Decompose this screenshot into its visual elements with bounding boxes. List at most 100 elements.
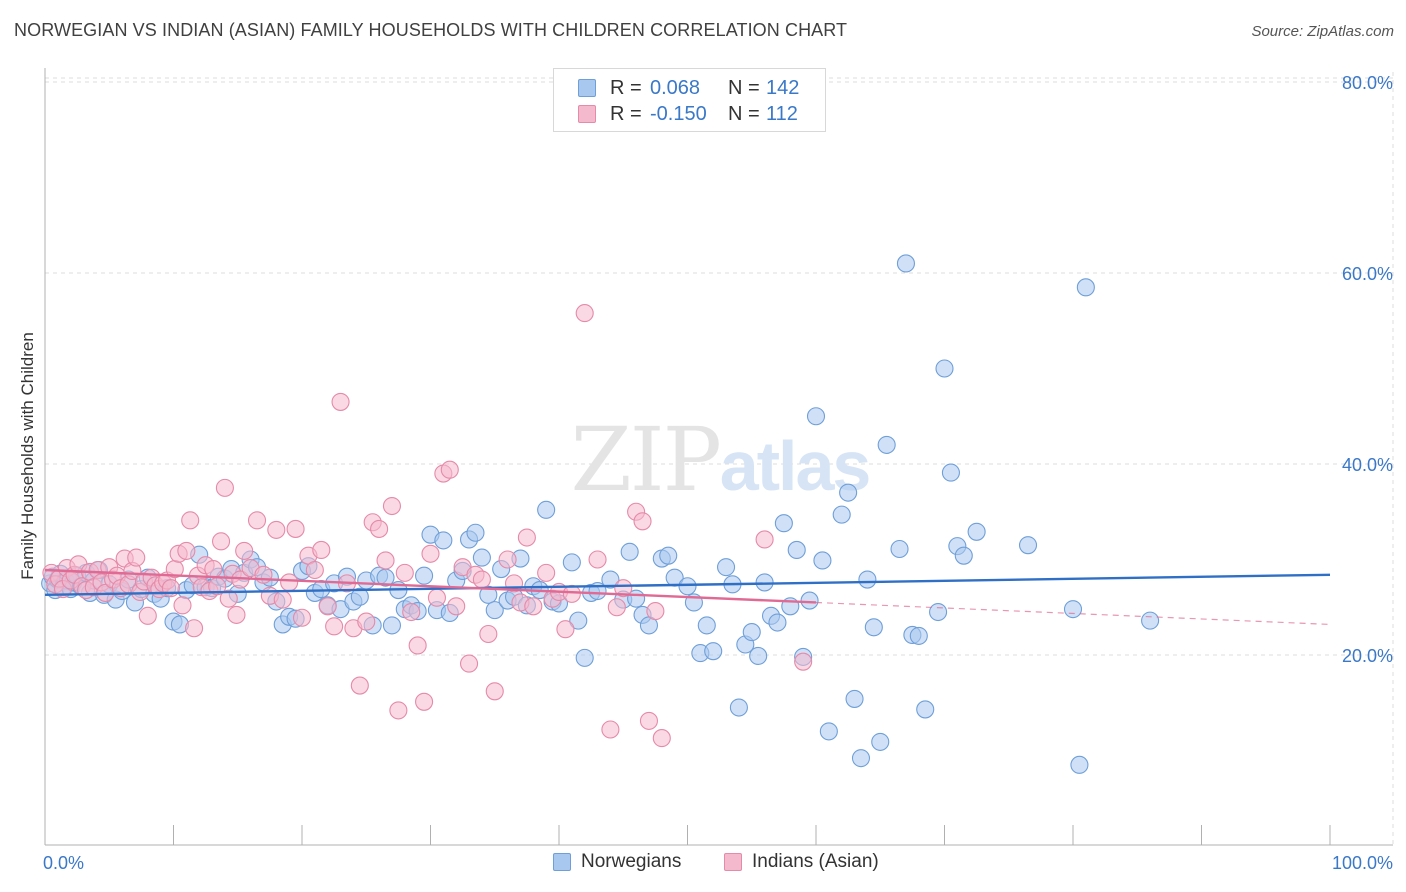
indian-point [247,511,267,530]
norwegian-point [716,558,736,577]
indian-point [459,654,479,673]
norwegian-point [485,601,504,620]
norwegian-point [678,577,697,596]
r-value: 0.068 [650,76,701,99]
norwegian-point [916,700,935,719]
n-label: N = [728,102,760,125]
indian-point [382,496,402,516]
norwegian-point [787,540,806,560]
indian-point [755,530,774,549]
r-label: R = [610,102,642,125]
indian-point [273,590,292,609]
legend-item-norwegians: Norwegians [553,851,681,873]
norwegian-point [774,514,793,533]
indian-point [421,544,440,563]
indian-point [305,560,324,580]
indian-point [562,584,581,603]
norwegian-point [858,570,877,589]
indian-point [440,460,459,479]
indian-point [485,682,504,701]
chart-title: NORWEGIAN VS INDIAN (ASIAN) FAMILY HOUSE… [14,20,848,40]
data-points [41,254,1160,774]
norwegian-point [909,626,928,645]
indian-point [227,605,246,624]
norwegian-point [1063,600,1083,619]
norwegian-point [813,551,832,570]
indian-trend-extension [815,601,1331,626]
indian-point [376,551,395,570]
norwegian-point [729,698,748,717]
indian-point [211,532,231,551]
indian-point [215,478,234,497]
stats-legend: R = 0.068 N = 142 R = -0.150 N = 112 [553,68,826,132]
norwegian-point [935,359,954,378]
series-legend: Norwegians Indians (Asian) [0,851,1406,877]
indian-point [185,619,204,638]
y-axis-title: Family Households with Children [18,332,37,580]
indian-point [173,596,192,615]
legend-row-indians: R = -0.150 N = 112 [578,102,798,126]
indian-point [318,597,337,616]
trend-lines [44,568,1331,626]
norwegian-point [839,483,858,502]
norwegian-point [562,553,581,572]
norwegian-point [537,500,556,519]
legend-swatch-blue [553,853,571,871]
indian-point [177,541,196,560]
indian-point [286,519,305,538]
legend-swatch-pink [724,853,742,871]
y-tick-label: 40.0% [1342,455,1393,475]
norwegian-point [382,616,402,635]
norwegian-point [697,616,716,635]
norwegian-point [845,689,864,708]
legend-item-indians: Indians (Asian) [724,851,879,873]
norwegian-point [479,585,498,604]
norwegian-point [864,618,883,637]
indian-trend-line [44,568,817,604]
indian-point [498,550,517,569]
norwegian-point [851,749,871,768]
indian-point [292,608,312,627]
norwegian-trend-line [44,573,1331,597]
norwegian-point [832,505,851,524]
r-value: -0.150 [650,102,707,125]
norwegian-point [768,613,787,632]
indian-point [517,528,536,547]
legend-swatch-pink [578,105,596,123]
norwegian-point [890,539,909,559]
indian-point [588,550,607,569]
norwegian-point [877,435,896,454]
norwegian-point [967,522,986,541]
r-label: R = [610,76,642,99]
norwegian-point [466,523,485,542]
y-tick-label: 20.0% [1342,646,1393,666]
indian-point [325,617,344,636]
indian-point [794,652,813,671]
norwegian-point [871,732,890,751]
norwegian-point [954,546,973,565]
source-credit: Source: ZipAtlas.com [1251,23,1394,40]
norwegian-point [1076,278,1095,297]
n-value: 142 [766,76,800,99]
indian-point [408,636,427,655]
norwegian-point [569,611,588,630]
legend-label: Indians (Asian) [752,851,879,872]
n-label: N = [728,76,760,99]
norwegian-point [575,648,594,667]
indian-point [646,602,665,621]
norwegian-point [800,591,819,610]
norwegian-point [350,587,369,606]
indian-point [350,676,369,695]
indian-point [357,612,376,631]
norwegian-point [415,566,434,585]
norwegian-point [659,546,678,565]
n-value: 112 [766,102,798,125]
indian-point [280,573,299,592]
norwegian-point [434,531,453,550]
indian-point [633,512,652,531]
norwegian-point [601,570,620,589]
legend-label: Norwegians [581,851,682,872]
indian-point [204,559,223,579]
norwegian-point [742,623,761,642]
